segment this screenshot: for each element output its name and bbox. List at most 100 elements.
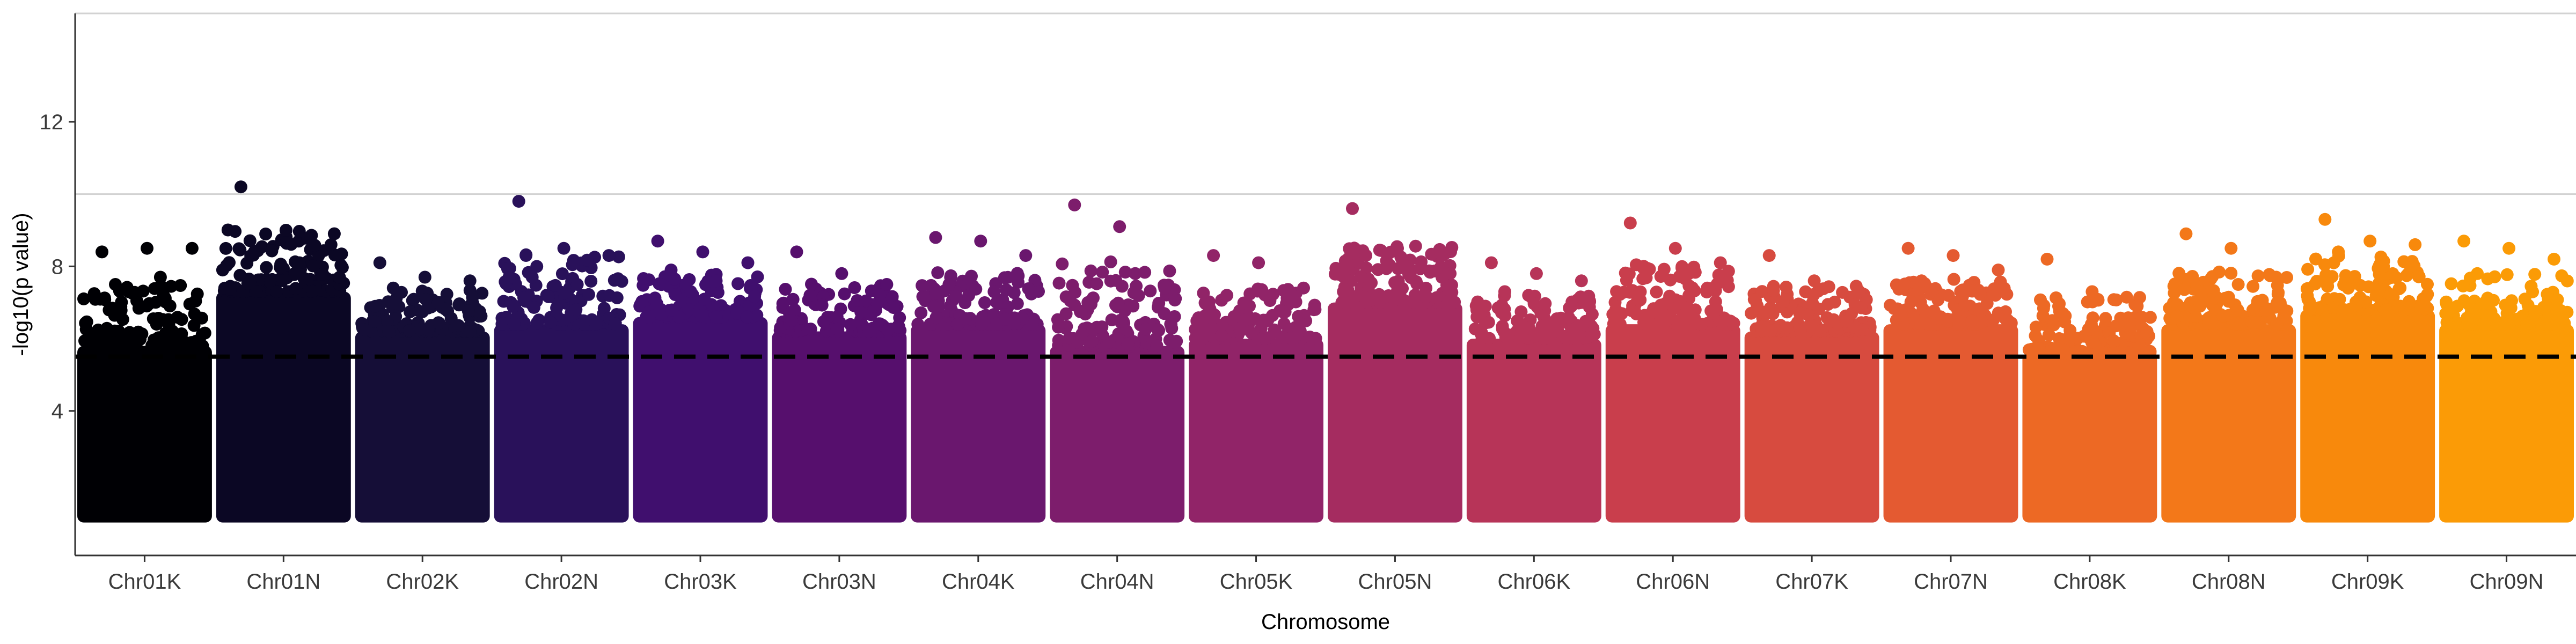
peak-point <box>418 270 431 284</box>
peak-point <box>929 231 942 244</box>
snp-point <box>1199 297 1213 310</box>
snp-point <box>1704 304 1718 318</box>
snp-point <box>1052 320 1065 334</box>
snp-point <box>804 323 817 336</box>
snp-point <box>882 324 895 337</box>
chromosome-band <box>2439 324 2574 523</box>
snp-point <box>1620 274 1633 287</box>
snp-point <box>786 292 800 306</box>
snp-point <box>2172 267 2186 280</box>
peak-point <box>234 180 247 194</box>
snp-point <box>544 316 557 329</box>
snp-point <box>2528 268 2542 281</box>
snp-point <box>1855 301 1868 314</box>
snp-point <box>333 270 346 284</box>
snp-point <box>1152 297 1166 310</box>
snp-point <box>1001 270 1015 284</box>
snp-point <box>1682 289 1696 302</box>
x-tick-label: Chr01K <box>108 570 181 594</box>
snp-point <box>751 270 764 283</box>
snp-point <box>2251 316 2265 329</box>
peak-point <box>1019 249 1033 262</box>
snp-point <box>1677 309 1690 322</box>
snp-point <box>1075 327 1089 341</box>
peak-point <box>2363 235 2377 248</box>
snp-point <box>1052 276 1066 290</box>
snp-point <box>312 249 325 262</box>
snp-point <box>743 299 756 313</box>
snp-point <box>233 243 247 257</box>
snp-point <box>1144 284 1157 298</box>
snp-point <box>1894 309 1907 322</box>
snp-point <box>229 225 242 238</box>
snp-point <box>785 314 799 327</box>
snp-point <box>2319 268 2333 282</box>
chromosome-band <box>1605 324 1740 523</box>
snp-point <box>1165 321 1179 335</box>
snp-point <box>1571 331 1584 345</box>
snp-point <box>306 284 319 298</box>
peak-point <box>2131 299 2144 313</box>
snp-point <box>243 234 257 247</box>
snp-point <box>1570 319 1584 332</box>
snp-point <box>1069 286 1082 299</box>
snp-point <box>233 268 247 282</box>
x-tick-label: Chr01N <box>246 570 320 594</box>
x-tick-label: Chr02N <box>524 570 598 594</box>
snp-point <box>1583 295 1597 309</box>
snp-point <box>1419 290 1432 304</box>
snp-point <box>2463 318 2476 331</box>
snp-point <box>2029 320 2043 334</box>
snp-point <box>1011 297 1024 310</box>
snp-point <box>219 241 232 255</box>
snp-point <box>275 274 289 288</box>
snp-point <box>2520 318 2534 331</box>
snp-point <box>519 248 533 261</box>
snp-point <box>2301 282 2315 295</box>
snp-point <box>2477 318 2491 331</box>
peak-point <box>1359 249 1372 262</box>
snp-point <box>2234 317 2247 331</box>
snp-point <box>1111 296 1125 310</box>
chromosome-band <box>772 331 907 523</box>
snp-point <box>2110 293 2123 306</box>
snp-point <box>358 323 371 336</box>
peak-point <box>2409 238 2422 251</box>
snp-point <box>185 336 198 349</box>
snp-point <box>1052 339 1065 352</box>
snp-point <box>893 311 906 324</box>
snp-point <box>530 316 544 330</box>
x-tick-label: Chr09K <box>2331 570 2404 594</box>
peak-point <box>292 256 306 269</box>
snp-point <box>2327 256 2340 269</box>
snp-point <box>2246 280 2260 293</box>
snp-point <box>2541 288 2554 301</box>
snp-point <box>1652 317 1665 331</box>
peak-point <box>2548 252 2560 266</box>
snp-point <box>740 310 753 324</box>
peak-point <box>1484 256 1498 269</box>
snp-point <box>2551 293 2564 306</box>
snp-point <box>1248 312 1262 325</box>
snp-point <box>1308 303 1322 316</box>
snp-point <box>2346 277 2360 290</box>
snp-point <box>2259 303 2273 317</box>
snp-point <box>1745 306 1758 320</box>
peak-point <box>1220 289 1234 302</box>
snp-point <box>1801 308 1814 321</box>
snp-point <box>1215 328 1228 342</box>
snp-point <box>158 291 172 305</box>
x-tick-label: Chr03K <box>664 570 737 594</box>
snp-point <box>999 283 1013 296</box>
snp-point <box>750 309 764 322</box>
snp-point <box>1444 295 1458 309</box>
snp-point <box>2082 323 2095 336</box>
snp-point <box>2500 268 2514 281</box>
peak-point <box>1853 285 1866 298</box>
snp-point <box>1941 314 1955 328</box>
snp-point <box>2188 309 2201 323</box>
snp-point <box>1806 296 1819 310</box>
snp-point <box>2528 305 2542 318</box>
snp-point <box>452 319 465 332</box>
